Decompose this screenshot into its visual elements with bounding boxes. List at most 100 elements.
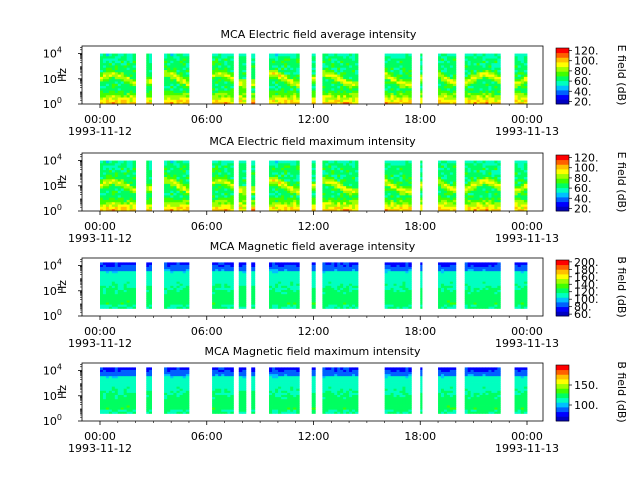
heatmap-cell: [334, 160, 338, 164]
heatmap-cell: [230, 183, 234, 187]
heatmap-cell: [446, 60, 451, 64]
heatmap-cell: [408, 97, 412, 100]
heatmap-cell: [230, 165, 234, 168]
heatmap-cell: [393, 67, 397, 71]
heatmap-cell: [387, 67, 391, 71]
heatmap-cell: [129, 185, 134, 189]
heatmap-cell: [443, 178, 448, 182]
heatmap-cell: [485, 181, 489, 184]
heatmap-cell: [485, 192, 489, 196]
heatmap-cell: [491, 55, 495, 59]
heatmap-cell: [251, 185, 256, 189]
heatmap-cell: [275, 174, 279, 178]
heatmap-cell: [120, 90, 125, 93]
heatmap-cell: [272, 87, 276, 91]
heatmap-cell: [482, 90, 486, 93]
heatmap-cell: [212, 272, 216, 276]
heatmap-cell: [446, 81, 451, 84]
heatmap-cell: [476, 94, 480, 98]
heatmap-cell: [212, 69, 216, 73]
heatmap-cell: [272, 178, 276, 182]
heatmap-cell: [100, 162, 104, 166]
heatmap-cell: [473, 194, 477, 198]
heatmap-cell: [446, 185, 451, 189]
heatmap-cell: [105, 268, 110, 272]
heatmap-cell: [167, 293, 171, 297]
heatmap-cell: [328, 174, 332, 178]
heatmap-cell: [328, 199, 332, 203]
heatmap-cell: [176, 174, 181, 178]
heatmap-cell: [230, 67, 234, 71]
heatmap-cell: [242, 192, 247, 196]
heatmap-cell: [470, 76, 475, 80]
colorbar-tick-label: 60.: [574, 182, 592, 195]
heatmap-cell: [497, 197, 501, 200]
heatmap-cell: [352, 60, 356, 64]
heatmap-cell: [230, 194, 234, 198]
heatmap-cell: [215, 83, 219, 87]
heatmap-cell: [218, 174, 222, 178]
heatmap-cell: [275, 65, 279, 68]
heatmap-cell: [218, 270, 222, 274]
heatmap-cell: [146, 304, 150, 307]
heatmap-cell: [479, 199, 483, 203]
heatmap-cell: [251, 55, 256, 59]
heatmap-cell: [269, 92, 273, 96]
heatmap-cell: [390, 201, 394, 205]
heatmap-cell: [452, 181, 457, 184]
heatmap-cell: [284, 291, 288, 295]
heatmap-cell: [218, 287, 222, 291]
heatmap-cell: [287, 283, 291, 286]
heatmap-cell: [405, 94, 409, 98]
heatmap-cell: [346, 94, 350, 98]
heatmap-cell: [355, 160, 359, 164]
heatmap-cell: [497, 188, 501, 191]
heatmap-cell: [120, 206, 125, 210]
heatmap-cell: [230, 262, 234, 265]
heatmap-cell: [284, 167, 288, 171]
heatmap-cell: [212, 264, 216, 267]
heatmap-cell: [275, 87, 279, 91]
heatmap-cell: [405, 162, 409, 166]
heatmap-cell: [278, 268, 282, 272]
heatmap-cell: [287, 268, 291, 272]
heatmap-cell: [179, 304, 184, 307]
y-tick-label: 104: [43, 46, 62, 61]
heatmap-cell: [384, 92, 389, 96]
heatmap-cell: [467, 60, 472, 64]
heatmap-cell: [212, 174, 216, 178]
heatmap-cell: [123, 165, 128, 168]
heatmap-cell: [452, 204, 457, 207]
heatmap-cell: [293, 206, 297, 210]
heatmap-cell: [272, 53, 276, 57]
heatmap-cell: [352, 181, 356, 184]
heatmap-cell: [111, 206, 116, 210]
heatmap-cell: [384, 87, 389, 91]
heatmap-cell: [102, 277, 107, 280]
heatmap-cell: [275, 172, 279, 175]
colorbar-segment: [556, 49, 569, 51]
heatmap-cell: [520, 60, 525, 64]
heatmap-cell: [111, 270, 116, 274]
heatmap-cell: [290, 270, 294, 274]
heatmap-cell: [123, 277, 128, 280]
heatmap-cell: [105, 65, 110, 68]
heatmap-cell: [238, 293, 243, 297]
heatmap-cell: [221, 90, 225, 93]
heatmap-cell: [227, 172, 231, 175]
heatmap-cell: [227, 279, 231, 282]
heatmap-cell: [396, 194, 400, 198]
heatmap-cell: [212, 94, 216, 98]
heatmap-cell: [343, 181, 347, 184]
heatmap-cell: [146, 58, 150, 61]
colorbar-segment: [556, 74, 569, 77]
colorbar-segment: [556, 102, 569, 105]
heatmap-cell: [420, 71, 423, 75]
heatmap-cell: [176, 94, 181, 98]
heatmap-cell: [227, 167, 231, 171]
heatmap-cell: [215, 306, 219, 309]
heatmap-cell: [146, 192, 150, 196]
heatmap-cell: [100, 188, 104, 191]
heatmap-cell: [290, 71, 294, 75]
colorbar-segment: [556, 188, 569, 191]
